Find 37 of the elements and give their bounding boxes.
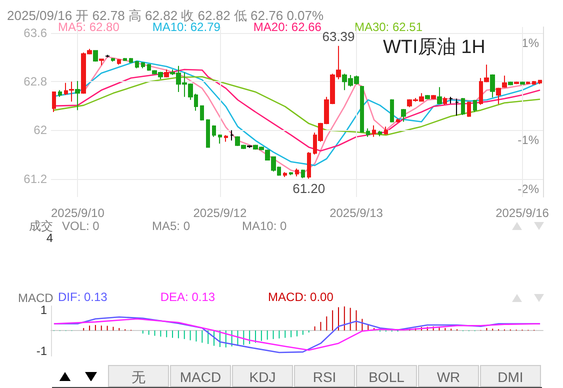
text: MA10: 62.79	[152, 20, 221, 34]
y-tick-label: 61.2	[24, 172, 48, 186]
text: MA5: 62.80	[58, 20, 120, 34]
y-tick-label: -1	[36, 344, 48, 358]
series-label: DIF: 0.13	[58, 290, 108, 304]
chart-title: 2025/09/16 开 62.78 高 62.82 收 62.82 低 62.76 0.07%	[7, 8, 324, 23]
annotation: 61.20	[292, 180, 326, 196]
y-tick-label: 1	[40, 303, 48, 318]
text: MA20: 62.66	[253, 20, 322, 34]
x-tick-label: 2025/9/16	[496, 206, 550, 220]
y-tick-label: 63.6	[24, 26, 48, 40]
series-label: MACD: 0.00	[268, 290, 334, 304]
x-tick-label: 2025/9/10	[50, 206, 105, 220]
x-tick-label: 2025/9/12	[193, 206, 247, 220]
text: MA10: 0	[242, 219, 288, 233]
y-tick-label: 62.8	[24, 74, 48, 89]
y-tick-label: 62	[34, 123, 48, 138]
text: VOL: 0	[62, 219, 100, 233]
annotation: 63.39	[322, 28, 355, 44]
y2-tick-label: -1%	[518, 133, 540, 148]
text: BOLL	[356, 365, 417, 387]
text: WR	[418, 365, 479, 387]
annotation: WTI原油 1H	[383, 37, 486, 58]
chart-title: MACD	[18, 291, 54, 305]
text: MA30: 62.51	[354, 20, 423, 34]
text: KDJ	[232, 365, 293, 387]
x-tick-label: 2025/9/13	[330, 206, 384, 220]
text: RSI	[294, 365, 355, 387]
text: DMI	[480, 365, 541, 387]
text: 无	[108, 365, 169, 387]
text: 4	[46, 231, 54, 245]
text: 成交	[29, 219, 53, 233]
y2-tick-label: 1%	[522, 36, 540, 50]
text: MA5: 0	[152, 219, 190, 233]
text: MACD	[170, 365, 231, 387]
series-label: DEA: 0.13	[160, 290, 216, 304]
y2-tick-label: -2%	[518, 182, 540, 196]
